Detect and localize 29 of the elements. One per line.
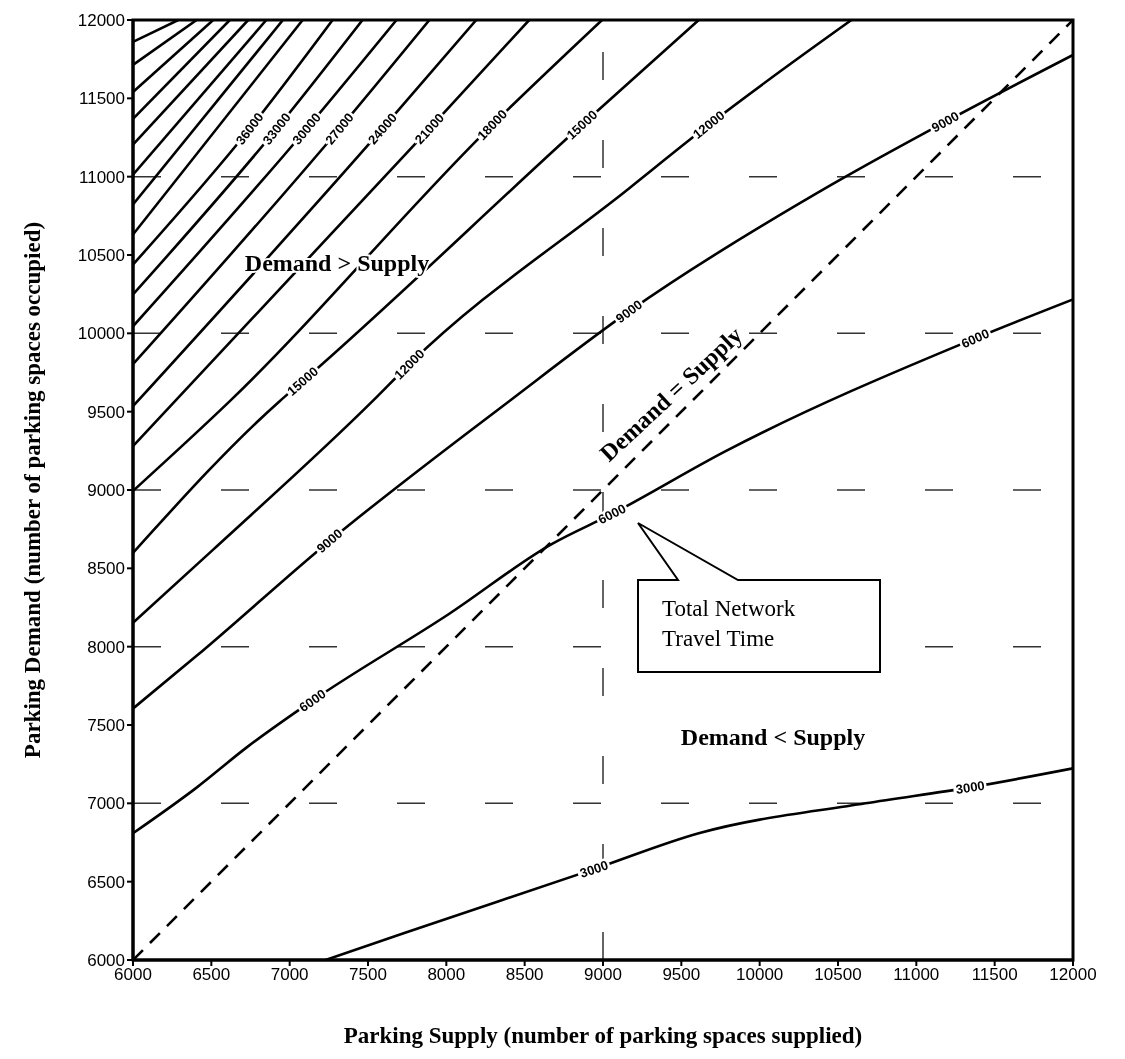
- y-tick-label: 10500: [77, 246, 125, 266]
- y-tick-label: 8000: [87, 637, 125, 657]
- y-tick-label: 8500: [87, 559, 125, 579]
- x-tick-label: 10000: [736, 965, 784, 985]
- x-tick-label: 11500: [971, 965, 1018, 985]
- line-series: [324, 767, 1073, 960]
- y-tick-label: 6500: [87, 872, 125, 892]
- x-tick-label: 9500: [662, 965, 701, 985]
- annotation: Demand < Supply: [680, 724, 866, 750]
- x-tick-label: 8500: [505, 965, 544, 985]
- x-tick-label: 8000: [427, 965, 466, 985]
- x-tick-label: 11000: [893, 965, 940, 985]
- y-tick-label: 7000: [87, 794, 125, 814]
- y-tick-label: 10000: [77, 324, 125, 344]
- x-axis-title: Parking Supply (number of parking spaces supplied): [343, 1023, 863, 1048]
- y-tick-label: 11000: [78, 167, 125, 187]
- x-tick-label: 7000: [270, 965, 309, 985]
- y-tick-label: 9000: [87, 481, 125, 501]
- annotation: Total Network Travel Time: [661, 595, 797, 653]
- y-axis-title: Parking Demand (number of parking spaces occupied): [19, 221, 45, 759]
- y-tick-label: 11500: [78, 89, 125, 109]
- y-tick-label: 7500: [87, 716, 125, 736]
- x-tick-label: 7500: [349, 965, 387, 985]
- y-tick-label: 12000: [77, 11, 125, 31]
- x-tick-label: 12000: [1049, 965, 1097, 985]
- y-tick-label: 9500: [87, 402, 125, 422]
- x-tick-label: 9000: [584, 965, 622, 985]
- x-tick-label: 10500: [814, 965, 862, 985]
- x-tick-label: 6500: [192, 965, 231, 985]
